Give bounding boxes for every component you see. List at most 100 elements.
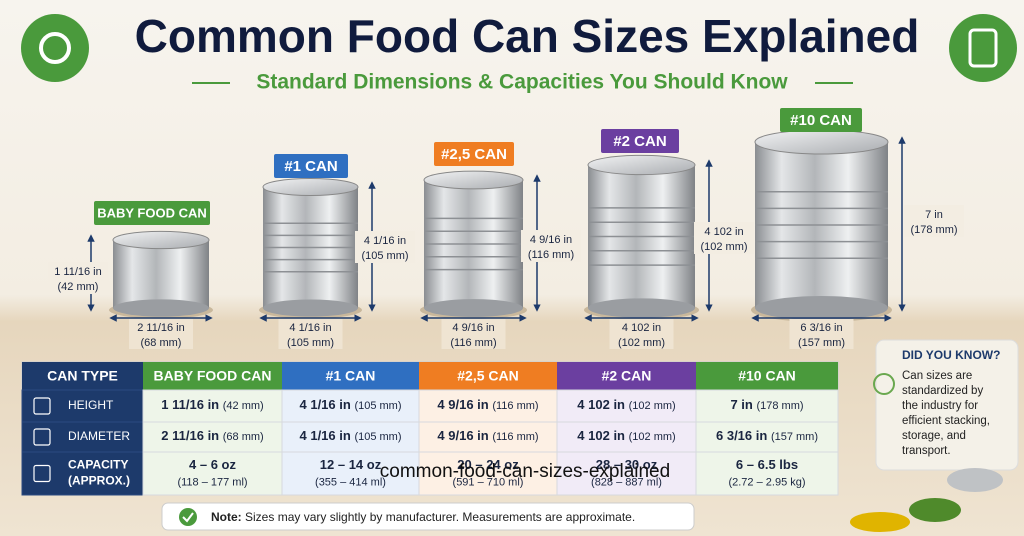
table-header-cell [143,362,282,390]
diameter-label: 4 9/16 in [452,322,494,334]
height-label-bg [521,230,581,262]
diameter-label: 4 1/16 in [289,322,331,334]
cell-main: 4 102 in [577,428,625,443]
cell-main: 4 1/16 in [300,428,351,443]
diameter-label-bg [609,319,674,349]
cell-main: 4 9/16 in [437,397,488,412]
row-label-cell [21,389,144,423]
table-header: #2,5 CAN [457,368,518,384]
did-you-know-box [875,339,1019,471]
can-bottom [263,299,358,317]
bulb-icon [873,373,895,395]
can-icon-detail [968,28,998,68]
table-cell-text: 4 1/16 in (105 mm) [300,428,402,443]
can-bottom [424,299,523,317]
row-icon [33,397,51,415]
cell-sub: (178 mm) [756,400,803,412]
height-label-bg [48,262,108,294]
cell-sub: (2.72 – 2.95 kg) [728,476,805,488]
diameter-mm: (157 mm) [798,337,845,349]
table-cell [695,421,839,453]
cell-main: 1 11/16 in [161,397,219,412]
table-cell [281,421,420,453]
height-label-bg [694,222,754,254]
table-cell-text: 2 11/16 in (68 mm) [161,428,263,443]
did-you-know-text: the industry for [902,400,978,412]
height-label: 4 1/16 in [364,235,406,247]
diameter-label: 6 3/16 in [800,322,842,334]
peas-can [909,498,961,522]
cell-sub: (828 – 887 ml) [591,476,662,488]
cell-sub: (157 mm) [771,431,818,443]
table-header-cell [557,362,696,390]
did-you-know-text: transport. [902,445,951,457]
cell-main: 4 9/16 in [437,428,488,443]
cell-main: 2 11/16 in [161,428,219,443]
table-cell [281,389,420,423]
cell-main: 4 – 6 oz [189,457,236,472]
table-header: BABY FOOD CAN [154,368,272,384]
table-cell [281,451,420,496]
can-bottom [113,299,209,317]
height-label-bg [355,231,415,263]
diameter-mm: (116 mm) [450,337,496,349]
height-mm: (102 mm) [700,241,747,253]
corn-can [850,512,910,532]
cell-sub: (42 mm) [223,400,264,412]
cell-sub: (116 mm) [492,431,538,443]
cell-sub: (116 mm) [492,400,538,412]
cell-sub: (591 – 710 ml) [453,476,524,488]
row-label: HEIGHT [68,398,114,412]
did-you-know-text: standardized by [902,385,983,397]
cell-sub: (118 – 177 ml) [177,476,247,488]
table-cell-text: 4 1/16 in (105 mm) [300,397,402,412]
can-lid [112,230,210,250]
table-header: #1 CAN [326,368,376,384]
table-cell-text: 4 9/16 in (116 mm) [437,428,538,443]
cell-sub: (105 mm) [354,431,401,443]
diameter-label-bg [129,319,193,349]
table-cell [556,451,697,496]
cell-main: 7 in [730,397,752,412]
can-lid [262,177,359,197]
did-you-know-text: efficient stacking, [902,415,990,427]
can-icon [949,14,1017,82]
table-header-cell [22,362,143,390]
height-mm: (116 mm) [528,249,574,261]
can-label: #10 CAN [790,112,852,129]
row-label-cell [21,451,144,496]
height-label: 4 9/16 in [530,234,572,246]
height-label-bg [904,205,964,237]
cell-sub: (102 mm) [629,400,676,412]
did-you-know-title: DID YOU KNOW? [902,348,1000,362]
did-you-know-text: Can sizes are [902,370,972,382]
diameter-label-bg [441,319,506,349]
did-you-know-text: storage, and [902,430,966,442]
table-cell [418,451,558,496]
height-label: 7 in [925,209,943,221]
row-label: CAPACITY [68,458,128,472]
can-label-bg [274,154,348,178]
note-text: Sizes may vary slightly by manufacturer.… [245,510,635,524]
cell-main: 4 1/16 in [300,397,351,412]
tape-icon [21,14,89,82]
cell-main: 20 – 24 oz [457,457,519,472]
cell-main: 6 – 6.5 lbs [736,457,798,472]
row-label: DIAMETER [68,429,130,443]
can-lid [587,154,696,176]
can-body [113,240,209,308]
can-bottom [755,296,888,320]
diameter-label-bg [278,319,343,349]
table-cell [695,451,839,496]
diameter-label-bg [789,319,854,349]
table-header-cell [282,362,419,390]
table-cell-text: 4 9/16 in (116 mm) [437,397,538,412]
height-mm: (42 mm) [58,281,99,293]
can-lid [423,170,524,190]
height-label: 4 102 in [704,226,743,238]
row-label: (APPROX.) [68,474,130,488]
note-box [161,502,695,531]
diameter-mm: (105 mm) [287,337,334,349]
cell-main: 6 3/16 in [716,428,767,443]
table-cell-text: 4 102 in (102 mm) [577,397,675,412]
